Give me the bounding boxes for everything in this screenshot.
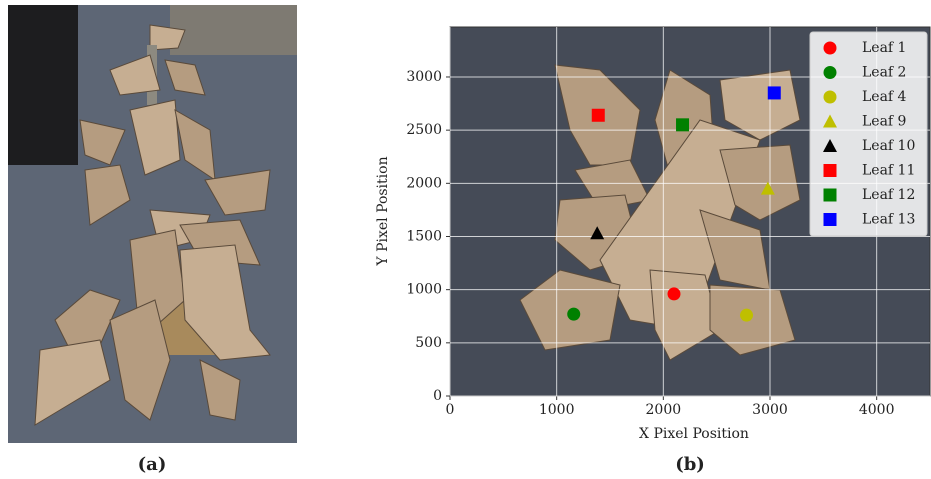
x-axis-label: X Pixel Position <box>639 426 749 442</box>
legend-label: Leaf 1 <box>862 40 906 56</box>
y-tick-label: 3000 <box>406 69 442 85</box>
legend-label: Leaf 12 <box>862 187 915 203</box>
legend-marker <box>824 164 837 177</box>
legend-label: Leaf 4 <box>862 89 907 105</box>
legend-marker <box>824 42 837 55</box>
x-tick-label: 1000 <box>539 402 575 418</box>
y-tick-label: 1500 <box>406 228 442 244</box>
legend-marker <box>824 189 837 202</box>
page: (a) (b) X Pixel Position Y Pixel Positio… <box>0 0 931 479</box>
y-tick-label: 2000 <box>406 175 442 191</box>
point <box>740 309 753 322</box>
legend-marker <box>824 213 837 226</box>
legend-marker <box>824 66 837 79</box>
y-tick-label: 500 <box>415 335 442 351</box>
y-tick-label: 0 <box>433 388 442 404</box>
y-tick-label: 1000 <box>406 282 442 298</box>
x-tick-label: 4000 <box>859 402 895 418</box>
photo-a <box>8 5 297 443</box>
point <box>668 287 681 300</box>
point <box>768 86 781 99</box>
legend-box <box>810 32 927 236</box>
figure: (a) (b) X Pixel Position Y Pixel Positio… <box>0 0 931 479</box>
y-tick-label: 2500 <box>406 122 442 138</box>
x-tick-label: 2000 <box>646 402 682 418</box>
legend-label: Leaf 10 <box>862 138 915 154</box>
caption: (a) <box>138 454 167 475</box>
legend-label: Leaf 9 <box>862 114 906 130</box>
legend-label: Leaf 13 <box>862 212 915 228</box>
point <box>592 109 605 122</box>
caption: (b) <box>675 454 705 475</box>
point <box>676 118 689 131</box>
legend-marker <box>824 91 837 104</box>
y-axis-label: Y Pixel Position <box>375 156 391 266</box>
x-tick-label: 0 <box>446 402 455 418</box>
legend-label: Leaf 2 <box>862 65 906 81</box>
point <box>567 308 580 321</box>
legend-label: Leaf 11 <box>862 163 915 179</box>
x-tick-label: 3000 <box>752 402 788 418</box>
